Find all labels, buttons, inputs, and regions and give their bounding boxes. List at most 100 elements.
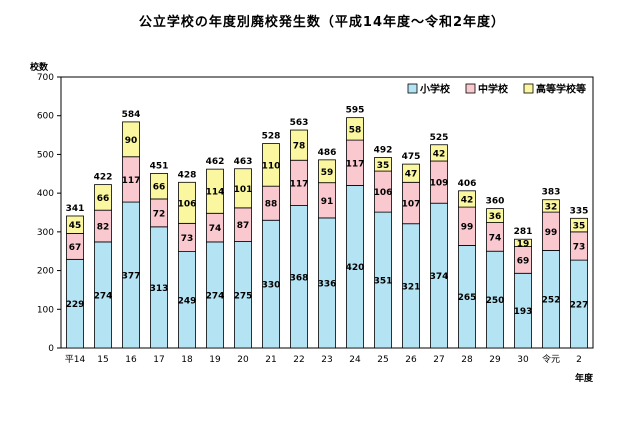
segment-value-label: 73	[573, 242, 586, 252]
y-tick-label: 100	[37, 305, 54, 315]
segment-value-label: 110	[262, 161, 281, 171]
bar-segment-高等学校等	[570, 217, 588, 233]
segment-value-label: 87	[237, 221, 250, 231]
x-tick-label: 26	[405, 355, 417, 365]
segment-value-label: 374	[430, 272, 449, 282]
segment-value-label: 275	[234, 291, 253, 301]
y-tick-label: 300	[37, 228, 54, 238]
segment-value-label: 336	[318, 279, 337, 289]
legend-swatch	[465, 83, 476, 94]
segment-value-label: 229	[66, 300, 85, 310]
segment-value-label: 114	[206, 188, 225, 198]
bar-segment-高等学校等	[66, 215, 84, 234]
segment-value-label: 106	[178, 199, 197, 209]
segment-value-label: 117	[122, 176, 141, 186]
segment-value-label: 67	[69, 243, 82, 253]
x-tick-label: 18	[181, 355, 193, 365]
segment-value-label: 74	[209, 224, 222, 234]
total-value-label: 563	[290, 118, 309, 128]
bar-segment-高等学校等	[430, 144, 448, 162]
total-value-label: 341	[66, 204, 85, 214]
bar-segment-高等学校等	[262, 143, 280, 187]
segment-value-label: 42	[433, 149, 446, 159]
segment-value-label: 73	[181, 234, 194, 244]
segment-value-label: 82	[97, 223, 110, 233]
bar-segment-高等学校等	[402, 163, 420, 183]
bar-segment-高等学校等	[122, 121, 140, 158]
legend: 小学校 中学校 高等学校等	[407, 83, 586, 96]
segment-value-label: 36	[489, 212, 502, 222]
x-tick-label: 22	[293, 355, 304, 365]
x-tick-label: 29	[489, 355, 501, 365]
segment-value-label: 107	[402, 200, 421, 210]
bar-segment-高等学校等	[150, 172, 168, 200]
total-value-label: 451	[150, 161, 169, 171]
bar-segment-高等学校等	[486, 208, 504, 223]
x-tick-label: 20	[237, 355, 249, 365]
bar-segment-高等学校等	[206, 168, 224, 214]
x-tick-label: 27	[433, 355, 444, 365]
segment-value-label: 227	[570, 301, 589, 311]
segment-value-label: 250	[486, 296, 505, 306]
x-tick-label: 23	[321, 355, 332, 365]
bar-segment-高等学校等	[178, 181, 196, 224]
segment-value-label: 99	[461, 223, 474, 233]
total-value-label: 335	[570, 206, 589, 216]
segment-value-label: 265	[458, 293, 477, 303]
y-tick-label: 200	[37, 267, 54, 277]
legend-label: 中学校	[478, 83, 509, 96]
x-tick-label: 15	[97, 355, 108, 365]
x-tick-label: 平14	[65, 354, 86, 365]
segment-value-label: 19	[517, 239, 530, 249]
total-value-label: 492	[374, 146, 393, 156]
segment-value-label: 35	[573, 222, 586, 232]
segment-value-label: 91	[321, 197, 334, 207]
y-tick-label: 500	[37, 150, 54, 160]
segment-value-label: 101	[234, 185, 253, 195]
total-value-label: 406	[458, 179, 477, 189]
plot-area: 01002003004005006007002296745341平1427482…	[37, 73, 594, 365]
x-tick-label: 24	[349, 355, 361, 365]
x-tick-label: 17	[153, 355, 164, 365]
bar-segment-高等学校等	[374, 157, 392, 172]
segment-value-label: 249	[178, 296, 197, 306]
segment-value-label: 74	[489, 233, 502, 243]
total-value-label: 584	[122, 110, 141, 120]
segment-value-label: 32	[545, 202, 558, 212]
bar-segment-高等学校等	[234, 168, 252, 209]
total-value-label: 595	[346, 106, 365, 116]
legend-label: 小学校	[419, 83, 451, 96]
segment-value-label: 78	[293, 142, 306, 152]
y-tick-label: 700	[37, 73, 54, 83]
total-value-label: 475	[402, 152, 421, 162]
bar-segment-高等学校等	[542, 199, 560, 213]
total-value-label: 422	[94, 173, 113, 183]
segment-value-label: 99	[545, 228, 558, 238]
x-tick-label: 25	[377, 355, 388, 365]
total-value-label: 383	[542, 188, 561, 198]
segment-value-label: 59	[321, 168, 334, 178]
segment-value-label: 368	[290, 273, 309, 283]
x-tick-label: 30	[517, 355, 529, 365]
total-value-label: 360	[486, 197, 505, 207]
segment-value-label: 106	[374, 188, 393, 198]
total-value-label: 528	[262, 132, 281, 142]
bar-segment-高等学校等	[346, 117, 364, 141]
segment-value-label: 72	[153, 209, 166, 219]
total-value-label: 462	[206, 157, 225, 167]
x-tick-label: 16	[125, 355, 137, 365]
segment-value-label: 193	[514, 307, 533, 317]
total-value-label: 463	[234, 157, 253, 167]
segment-value-label: 69	[517, 256, 530, 266]
legend-swatch	[407, 83, 418, 94]
segment-value-label: 351	[374, 277, 393, 287]
bar-segment-高等学校等	[514, 238, 532, 247]
segment-value-label: 66	[153, 183, 166, 193]
x-tick-label: 21	[265, 355, 276, 365]
segment-value-label: 313	[150, 284, 169, 294]
segment-value-label: 420	[346, 263, 365, 273]
segment-value-label: 66	[97, 194, 110, 204]
legend-label: 高等学校等	[536, 83, 586, 96]
segment-value-label: 274	[206, 291, 225, 301]
